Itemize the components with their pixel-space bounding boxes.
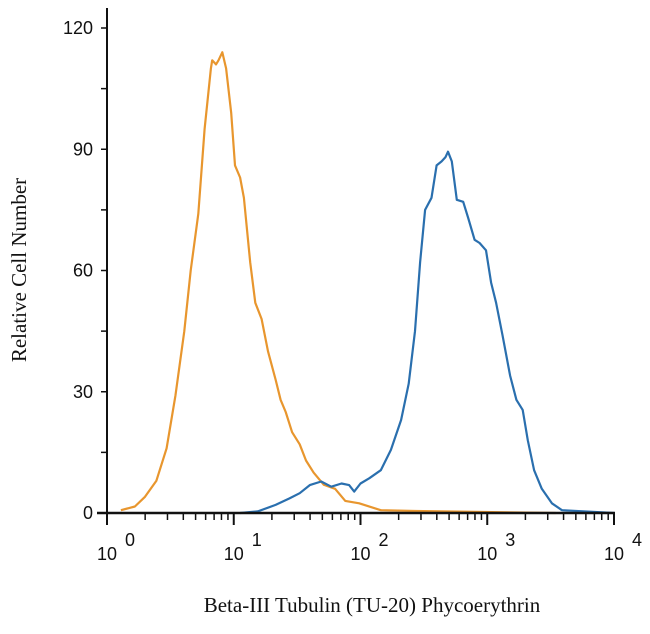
y-tick-label: 90	[73, 139, 93, 159]
x-tick-exponent: 2	[379, 530, 389, 550]
x-tick-label: 10	[97, 544, 117, 564]
x-axis-title: Beta-III Tubulin (TU-20) Phycoerythrin	[204, 593, 541, 617]
y-tick-label: 60	[73, 261, 93, 281]
x-tick-label: 10	[350, 544, 370, 564]
y-tick-label: 120	[63, 18, 93, 38]
y-tick-label: 30	[73, 382, 93, 402]
histogram-series-1	[240, 150, 615, 515]
x-tick-exponent: 3	[505, 530, 515, 550]
x-tick-label: 10	[224, 544, 244, 564]
x-tick-label: 10	[477, 544, 497, 564]
y-tick-label: 0	[83, 503, 93, 523]
x-tick-exponent: 1	[252, 530, 262, 550]
x-tick-label: 10	[604, 544, 624, 564]
curves-layer	[120, 51, 615, 515]
x-tick-exponent: 0	[125, 530, 135, 550]
x-tick-exponent: 4	[632, 530, 642, 550]
y-axis-title: Relative Cell Number	[7, 178, 31, 362]
axes-layer: 0 30 60 90 120 10 0 10 1 10 2 10 3 10 4	[63, 8, 642, 564]
